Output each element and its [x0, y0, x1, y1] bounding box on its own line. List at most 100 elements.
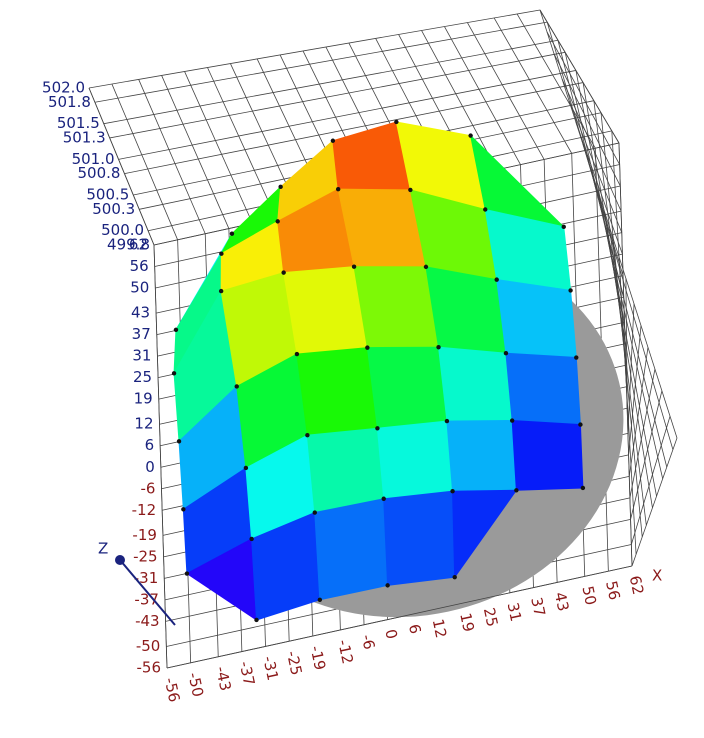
data-point [218, 288, 224, 294]
surface-cell [306, 427, 385, 514]
surface-cell [376, 420, 454, 500]
wall-grid-line [546, 31, 621, 165]
surface-cell [496, 279, 577, 359]
surface-cell [314, 498, 389, 601]
data-point [184, 571, 190, 576]
z-tick-label: 501.3 [63, 128, 106, 146]
x-tick-label: -43 [212, 665, 235, 693]
data-point [580, 485, 586, 491]
wall-grid-line [421, 30, 498, 170]
wall-grid-line [564, 52, 664, 479]
data-point [254, 617, 259, 623]
z-tick-label: 499.8 [107, 236, 150, 254]
y-tick-label: 25 [133, 368, 152, 386]
x-tick-label: 31 [504, 601, 526, 623]
z-tick-label: 501.0 [72, 150, 115, 168]
data-point [375, 426, 380, 431]
data-point [503, 351, 509, 356]
data-point [351, 264, 357, 269]
data-point [365, 345, 370, 350]
z-tick-label: 501.5 [57, 114, 100, 132]
wall-grid-line [628, 325, 642, 455]
data-point [281, 270, 286, 275]
data-point [176, 439, 182, 444]
y-tick-label: 0 [145, 458, 155, 476]
data-point [452, 574, 457, 580]
data-point [234, 384, 239, 389]
z-axis-line [88, 87, 155, 246]
wall-grid-line [568, 100, 623, 233]
surface-cell [437, 346, 513, 422]
x-tick-label: 6 [405, 622, 425, 635]
x-tick-label: 50 [578, 584, 600, 606]
y-tick-label: -56 [137, 659, 162, 677]
z-tick-label: 500.5 [86, 186, 129, 204]
wall-grid-line [593, 100, 647, 526]
data-point [514, 488, 519, 493]
x-tick-label: -19 [306, 644, 329, 672]
wall-grid-line [561, 78, 622, 212]
surface-cell [296, 347, 378, 436]
z-tick-label: 500.8 [78, 164, 121, 182]
data-point [219, 251, 224, 256]
z-tick-label: 500.0 [101, 221, 144, 239]
data-point [444, 418, 450, 424]
x-tick-label: 12 [429, 617, 451, 639]
wall-grid-line [628, 347, 649, 477]
data-point [450, 488, 455, 494]
wall-grid-line [631, 437, 678, 567]
wall-grid-line [539, 9, 620, 144]
data-point [483, 207, 488, 212]
y-tick-label: 19 [134, 390, 153, 408]
data-point [408, 187, 413, 193]
wall-grid-line [88, 9, 541, 89]
y-tick-label: -12 [132, 501, 157, 519]
wall-grid-line [539, 9, 678, 439]
z-indicator [119, 559, 176, 626]
data-point [381, 496, 386, 501]
data-point [385, 583, 390, 588]
wall-grid-line [557, 40, 668, 468]
data-point [317, 597, 323, 602]
data-point [574, 355, 579, 360]
y-tick-label: -19 [132, 526, 157, 544]
surface-cell [446, 420, 517, 492]
y-tick-label: 56 [130, 257, 149, 275]
wall-grid-line [575, 70, 657, 497]
data-point [568, 288, 573, 293]
surface-cell [283, 266, 368, 355]
x-tick-label: -56 [161, 676, 184, 704]
wall-grid-line [111, 83, 179, 240]
z-tick-label: 502.0 [42, 79, 85, 97]
data-point [181, 507, 186, 512]
data-point [173, 327, 179, 332]
x-axis-label: X [652, 567, 662, 585]
x-tick-label: 19 [456, 611, 478, 633]
surface-cell [505, 352, 581, 426]
data-point [423, 264, 429, 270]
wall-grid-line [625, 278, 628, 409]
wall-grid-line [118, 70, 576, 160]
data-point [561, 224, 566, 230]
surface-cell [383, 490, 456, 586]
y-tick-label: -43 [135, 612, 160, 630]
y-tick-label: -31 [134, 569, 159, 587]
data-point [335, 186, 341, 192]
data-point [330, 138, 336, 143]
x-axis-line [166, 565, 633, 669]
wall-grid-line [184, 71, 253, 224]
surface-cell [452, 489, 518, 579]
x-tick-label: -37 [236, 660, 259, 688]
y-tick-label: -37 [134, 590, 159, 608]
x-tick-label: 0 [381, 628, 401, 641]
surface-cell [425, 266, 507, 354]
wall-grid-line [109, 51, 566, 139]
x-tick-label: 43 [551, 590, 573, 612]
x-tick-label: 62 [626, 574, 648, 596]
z-axis-label: Z [98, 540, 108, 558]
y-tick-label: 37 [132, 325, 151, 343]
wall-grid-line [582, 82, 653, 508]
y-tick-label: 50 [130, 279, 149, 297]
data-point [249, 536, 254, 542]
data-point [171, 371, 177, 376]
